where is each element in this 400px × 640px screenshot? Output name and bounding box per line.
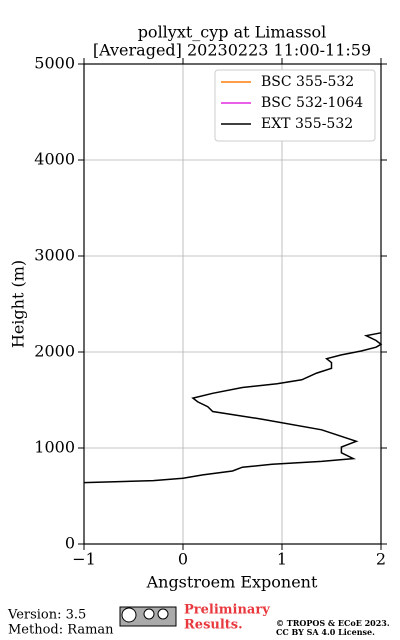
legend-box	[214, 69, 376, 142]
x-tick-label: 2	[376, 550, 386, 569]
y-tick-label: 3000	[34, 246, 75, 265]
y-tick-label: 0	[65, 534, 75, 553]
x-tick-label: 1	[277, 550, 287, 569]
preliminary: Results.	[184, 618, 243, 633]
y-tick-label: 5000	[34, 54, 75, 73]
x-tick-label: −1	[72, 550, 96, 569]
license: CC BY SA 4.0 License.	[276, 627, 375, 637]
y-tick-label: 4000	[34, 150, 75, 169]
license: © TROPOS & ECoE 2023.	[276, 618, 390, 628]
plot-frame	[83, 63, 382, 545]
chart-subtitle: [Averaged] 20230223 11:00-11:59	[93, 41, 371, 60]
x-tick-label: 0	[178, 550, 188, 569]
preliminary: Preliminary	[184, 603, 270, 618]
y-axis-label: Height (m)	[9, 260, 28, 348]
legend-label: BSC 532-1064	[261, 95, 363, 111]
chart-title: pollyxt_cyp at Limassol	[138, 23, 327, 42]
cc-logo	[157, 608, 169, 620]
data-line	[83, 332, 383, 484]
cc-logo	[121, 607, 137, 623]
legend-label: EXT 355-532	[261, 116, 353, 132]
cc-logo	[143, 608, 155, 620]
legend-label: BSC 355-532	[261, 74, 354, 90]
y-tick-label: 2000	[34, 342, 75, 361]
y-tick-label: 1000	[34, 438, 75, 457]
x-axis-label: Angstroem Exponent	[146, 573, 318, 592]
version: Version: 3.5	[7, 608, 86, 623]
method: Method: Raman	[8, 623, 114, 638]
